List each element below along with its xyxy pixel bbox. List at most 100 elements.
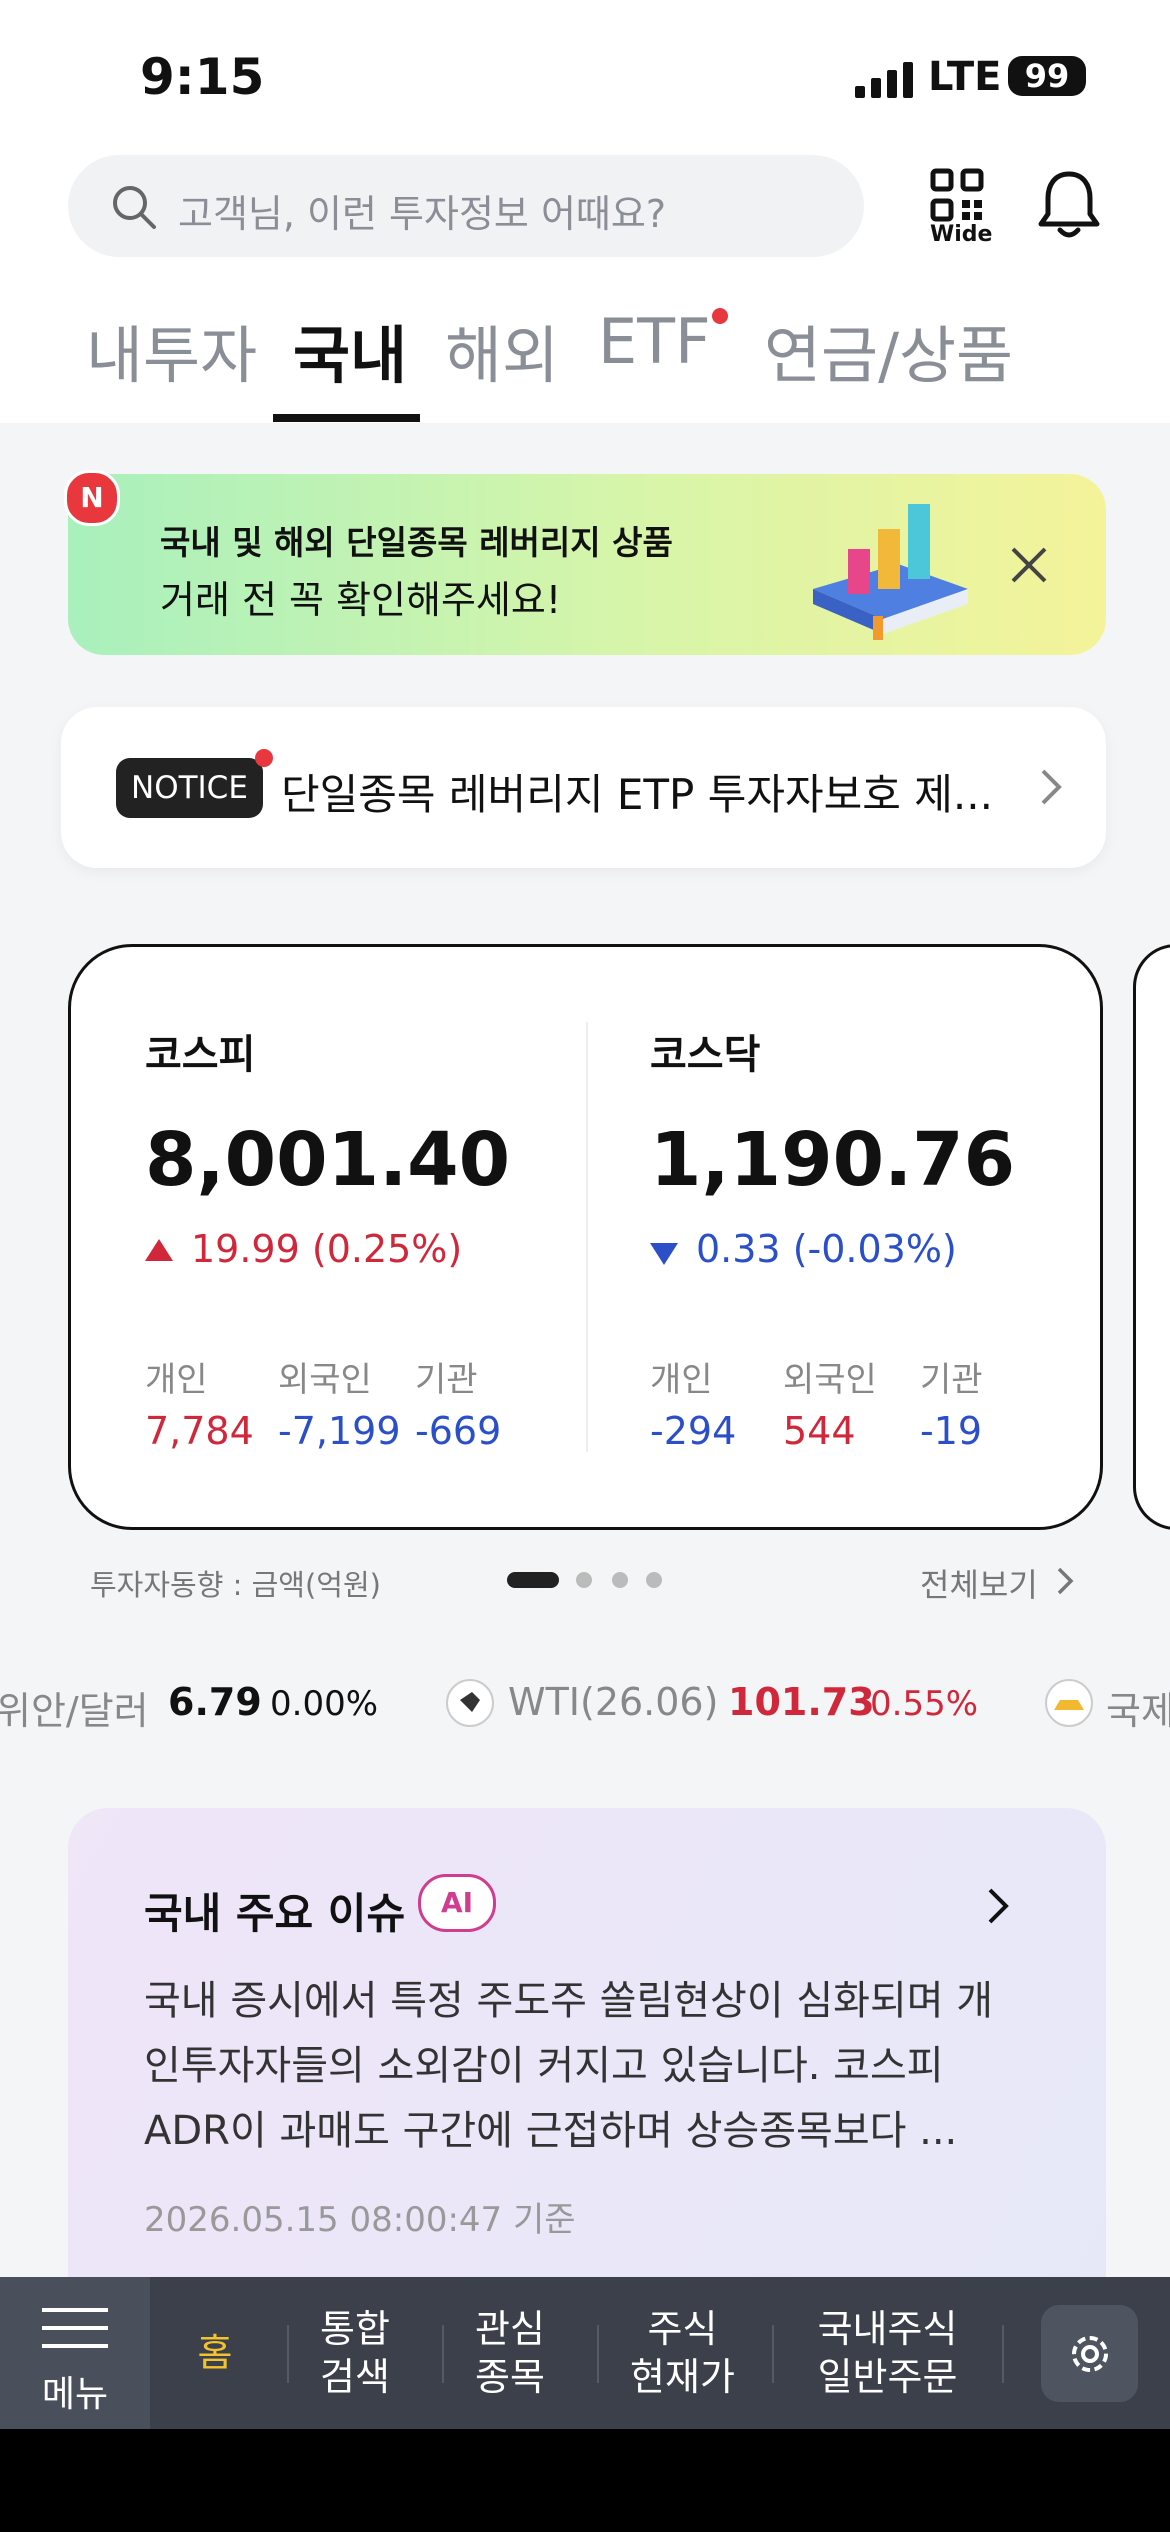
menu-button[interactable]: 메뉴: [0, 2277, 150, 2429]
trend-caption: 투자자동향 : 금액(억원): [90, 1568, 381, 1602]
search-icon: [113, 186, 156, 229]
notice-badge: NOTICE: [116, 758, 263, 818]
bell-icon[interactable]: [1036, 168, 1102, 240]
status-time: 9:15: [140, 48, 265, 106]
investor-label: 기관: [920, 1360, 983, 1400]
investor-value: -7,199: [278, 1409, 401, 1453]
tab[interactable]: 연금/상품: [764, 319, 1014, 392]
investor-value: -294: [650, 1409, 737, 1453]
issue-card[interactable]: 국내 주요 이슈 AI 2026.05.15 08:00:47 기준 국내 증시…: [68, 1808, 1106, 2368]
tab[interactable]: 해외: [445, 319, 560, 392]
investor-label: 개인: [145, 1360, 208, 1400]
page-dot: [576, 1572, 592, 1588]
menu-icon: [42, 2308, 108, 2348]
qr-label: Wide: [930, 222, 993, 247]
investor-label: 개인: [650, 1360, 713, 1400]
banner-subtitle: 거래 전 꼭 확인해주세요!: [160, 578, 562, 622]
ai-badge: AI: [418, 1874, 497, 1932]
issue-title: 국내 주요 이슈: [144, 1889, 406, 1938]
investor-label: 외국인: [278, 1360, 372, 1400]
battery-level: 99: [1008, 56, 1086, 96]
gear-icon: [1072, 2336, 1108, 2372]
chevron-icon: [988, 1888, 1009, 1924]
view-all[interactable]: 전체보기: [920, 1566, 1038, 1604]
nav-separator: [597, 2325, 599, 2383]
banner-illustration: [813, 504, 968, 640]
nav-separator: [772, 2325, 774, 2383]
close-icon[interactable]: [1010, 546, 1048, 584]
market-ticker: 위안/달러 6.79 0.00% WTI(26.06) 101.73 0.55% 국제: [0, 1670, 1170, 1740]
tab[interactable]: 국내: [293, 319, 408, 392]
nav-item[interactable]: 홈: [160, 2277, 270, 2429]
investor-label: 기관: [415, 1360, 478, 1400]
nav-item[interactable]: 관심 종목: [445, 2277, 575, 2429]
tab[interactable]: ETF: [598, 305, 711, 378]
ticker-name: 국제: [1106, 1689, 1170, 1733]
nav-item[interactable]: 주식 현재가: [600, 2277, 765, 2429]
index-name: 코스피: [145, 1032, 256, 1078]
change-arrow: [650, 1243, 678, 1265]
index-divider: [586, 1022, 588, 1452]
settings-button[interactable]: [1041, 2305, 1138, 2402]
banner-title: 국내 및 해외 단일종목 레버리지 상품: [160, 523, 673, 562]
investor-value: -669: [415, 1409, 502, 1453]
issue-text: 인투자자들의 소외감이 커지고 있습니다. 코스피: [144, 2043, 944, 2089]
index-change: 0.33 (-0.03%): [696, 1227, 957, 1271]
investor-value: 7,784: [145, 1409, 254, 1453]
nav-item[interactable]: 통합 검색: [290, 2277, 420, 2429]
new-dot: [712, 308, 728, 324]
page-dot: [612, 1572, 628, 1588]
notice-card[interactable]: NOTICE 단일종목 레버리지 ETP 투자자보호 제...: [61, 707, 1106, 868]
index-value: 1,190.76: [650, 1117, 1016, 1203]
nav-label: 통합: [320, 2307, 390, 2351]
chevron-icon: [1057, 1567, 1074, 1595]
tab[interactable]: 내투자: [86, 319, 258, 392]
ticker-name: 위안/달러: [0, 1689, 149, 1733]
signal-icon: [855, 62, 913, 98]
ticker-name: WTI(26.06): [508, 1680, 719, 1724]
change-arrow: [145, 1239, 173, 1261]
bottom-nav: 메뉴 홈 통합 검색 관심 종목 주식 현재가 국내주식 일반주문: [0, 2277, 1170, 2429]
chevron-icon: [1041, 769, 1062, 805]
search-placeholder: 고객님, 이런 투자정보 어때요?: [178, 192, 667, 236]
investor-value: -19: [920, 1409, 983, 1453]
issue-text: ADR이 과매도 구간에 근접하며 상승종목보다 ...: [144, 2108, 958, 2154]
nav-label: 종목: [475, 2355, 545, 2399]
nav-label: 국내주식: [817, 2307, 958, 2351]
ticker-change: 0.00%: [270, 1684, 379, 1724]
ticker-value: 6.79: [168, 1680, 262, 1724]
nav-separator: [1002, 2325, 1004, 2383]
gold-icon: [1045, 1679, 1093, 1727]
nav-label: 홈: [197, 2331, 233, 2375]
home-indicator-area: [0, 2429, 1170, 2532]
next-card: [1133, 944, 1170, 1530]
index-value: 8,001.40: [145, 1117, 511, 1203]
new-badge: N: [64, 470, 120, 526]
issue-text: 국내 증시에서 특정 주도주 쏠림현상이 심화되며 개: [144, 1978, 994, 2024]
page-dot: [507, 1572, 559, 1588]
notice-dot: [255, 749, 273, 767]
ticker-value: 101.73: [728, 1680, 875, 1724]
nav-label: 주식: [647, 2307, 718, 2351]
tab-underline: [273, 414, 420, 422]
network-type: LTE: [928, 54, 1002, 100]
nav-separator: [287, 2325, 289, 2383]
search-bar[interactable]: 고객님, 이런 투자정보 어때요?: [68, 155, 864, 257]
nav-label: 관심: [475, 2307, 545, 2351]
index-change: 19.99 (0.25%): [191, 1227, 463, 1271]
nav-separator: [442, 2325, 444, 2383]
investor-value: 544: [783, 1409, 856, 1453]
index-name: 코스닥: [650, 1032, 761, 1078]
nav-item[interactable]: 국내주식 일반주문: [775, 2277, 1000, 2429]
menu-label: 메뉴: [41, 2374, 109, 2415]
qr-icon[interactable]: [930, 168, 984, 222]
ticker-change: 0.55%: [870, 1684, 979, 1724]
nav-label: 현재가: [630, 2355, 735, 2399]
promo-banner[interactable]: 국내 및 해외 단일종목 레버리지 상품 거래 전 꼭 확인해주세요!: [68, 474, 1106, 655]
notice-text: 단일종목 레버리지 ETP 투자자보호 제...: [281, 770, 993, 819]
oil-icon: [446, 1679, 494, 1727]
investor-label: 외국인: [783, 1360, 877, 1400]
index-card[interactable]: 코스피 8,001.40 19.99 (0.25%) 개인 7,784 외국인 -7,199…: [68, 944, 1103, 1530]
page-dot: [646, 1572, 662, 1588]
